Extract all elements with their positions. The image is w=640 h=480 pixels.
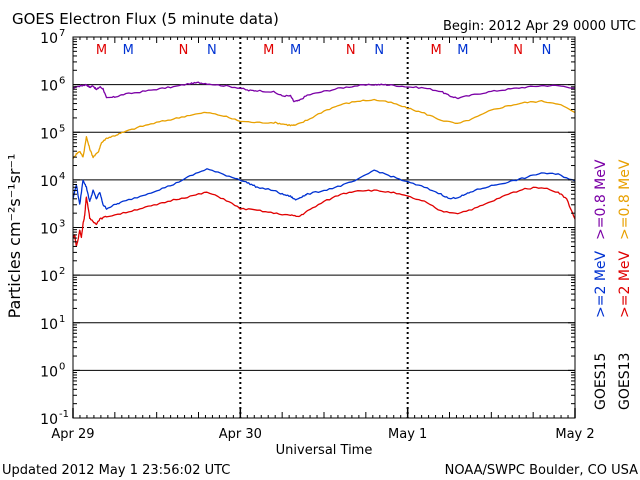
begin-time: Begin: 2012 Apr 29 0000 UTC	[443, 19, 636, 34]
satellite-marker-n: N	[207, 43, 217, 58]
satellite-marker-m: M	[123, 43, 134, 58]
legend-energy-label: >=2 MeV	[617, 250, 633, 318]
legend-energy-label: >=0.8 MeV	[617, 159, 633, 240]
y-tick-exponent: 7	[59, 28, 65, 39]
y-axis-label: Particles cm⁻²s⁻¹sr⁻¹	[5, 154, 24, 319]
x-tick-label: Apr 29	[51, 427, 94, 442]
credit-text: NOAA/SWPC Boulder, CO USA	[445, 463, 638, 478]
y-tick-label: 10	[40, 222, 58, 238]
series-line-goes13-0.8	[72, 98, 576, 160]
updated-time: Updated 2012 May 1 23:56:02 UTC	[2, 463, 230, 478]
satellite-marker-n: N	[374, 43, 384, 58]
x-tick-label: Apr 30	[219, 427, 262, 442]
y-tick-label: 10	[40, 174, 58, 190]
x-tick-label: May 2	[555, 427, 594, 442]
series-line-goes15-2	[72, 168, 576, 210]
y-tick-exponent: -1	[59, 409, 69, 420]
y-tick-label: 10	[40, 79, 58, 95]
y-tick-exponent: 6	[59, 76, 65, 87]
legend-energy-label: >=0.8 MeV	[593, 159, 609, 240]
series-line-goes15-0.8	[72, 81, 576, 103]
satellite-marker-n: N	[179, 43, 189, 58]
x-axis-ticks: Apr 29 Apr 30 May 1 May 2	[51, 37, 595, 442]
plot-frame	[72, 36, 576, 419]
series-lines	[72, 81, 576, 247]
chart-title: GOES Electron Flux (5 minute data)	[12, 10, 279, 28]
y-tick-exponent: 3	[59, 219, 65, 230]
legend-satellite-label: GOES13	[617, 353, 633, 410]
x-tick-label: May 1	[388, 427, 427, 442]
y-tick-exponent: 1	[59, 314, 65, 325]
y-tick-label: 10	[40, 269, 58, 285]
y-tick-label: 10	[40, 364, 58, 380]
satellite-marker-n: N	[542, 43, 552, 58]
y-tick-label: 10	[40, 126, 58, 142]
satellite-marker-m: M	[457, 43, 468, 58]
series-line-goes13-2	[72, 186, 576, 247]
satellite-marker-n: N	[513, 43, 523, 58]
satellite-marker-n: N	[346, 43, 356, 58]
y-tick-label: 10	[40, 317, 58, 333]
legend: GOES15 >=2 MeV >=0.8 MeV GOES13 >=2 MeV >=0.8…	[593, 159, 633, 410]
grid-lines	[73, 37, 575, 418]
satellite-marker-m: M	[263, 43, 274, 58]
y-tick-label: 10	[40, 412, 58, 428]
satellite-marker-m: M	[96, 43, 107, 58]
y-tick-label: 10	[40, 31, 58, 47]
satellite-marker-m: M	[290, 43, 301, 58]
satellite-marker-m: M	[431, 43, 442, 58]
legend-energy-label: >=2 MeV	[593, 250, 609, 318]
x-axis-label: Universal Time	[276, 443, 373, 458]
y-tick-exponent: 2	[59, 266, 65, 277]
y-tick-exponent: 4	[59, 171, 65, 182]
axes	[72, 36, 576, 419]
y-tick-exponent: 0	[59, 361, 65, 372]
legend-satellite-label: GOES15	[593, 353, 609, 410]
y-tick-exponent: 5	[59, 123, 65, 134]
